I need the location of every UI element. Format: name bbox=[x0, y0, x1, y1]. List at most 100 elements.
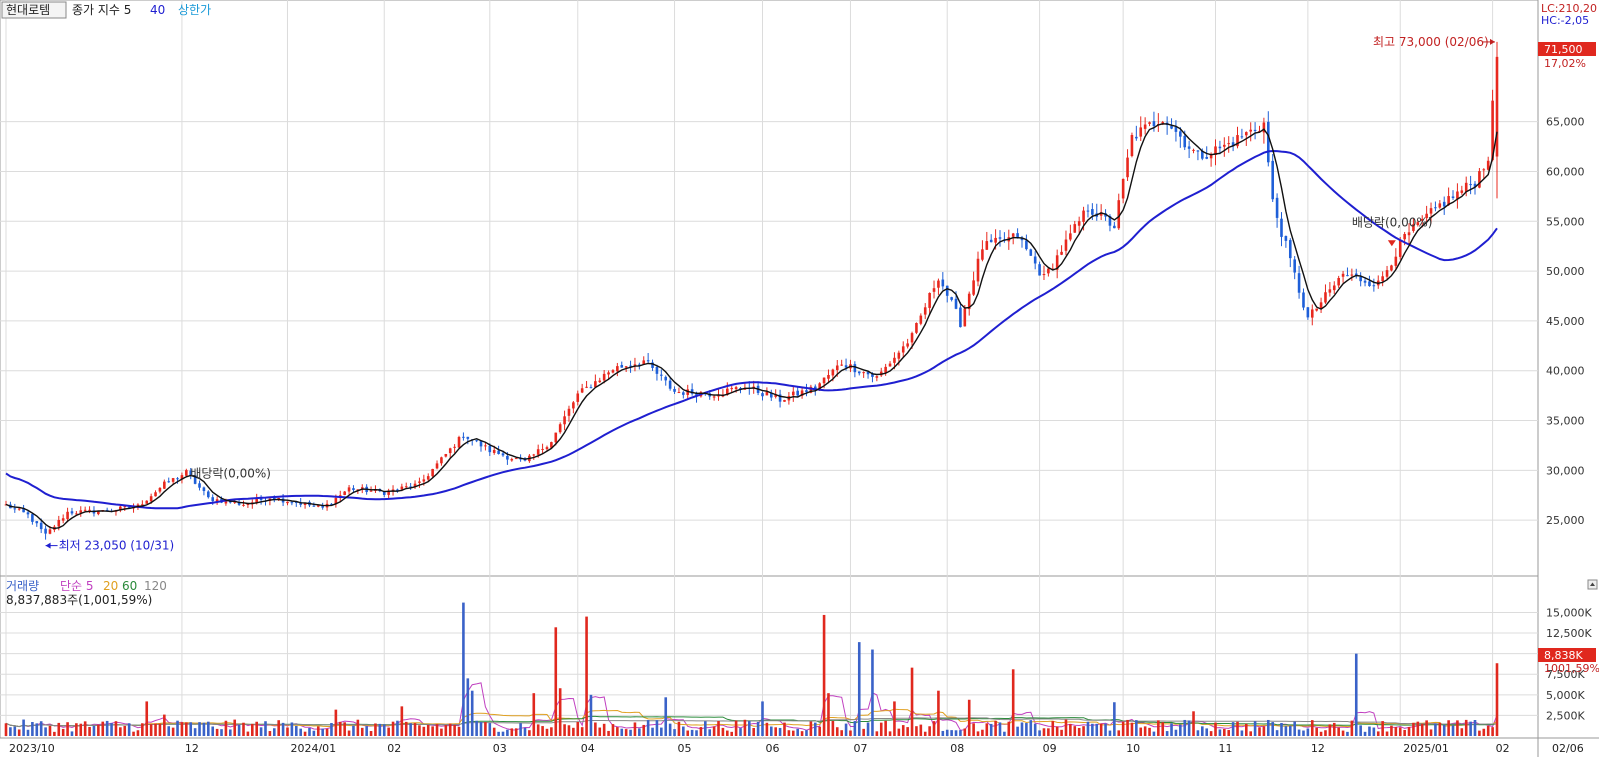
symbol-name: 현대로템 bbox=[6, 3, 50, 17]
candle-body bbox=[1394, 256, 1398, 266]
candle-body bbox=[1135, 136, 1138, 139]
volume-bar bbox=[83, 721, 87, 736]
volume-bar bbox=[835, 727, 839, 736]
volume-bar bbox=[532, 693, 536, 736]
volume-bar bbox=[998, 722, 1002, 736]
volume-bar bbox=[932, 721, 936, 736]
price-tick-label: 35,000 bbox=[1546, 415, 1585, 428]
volume-bar bbox=[1152, 731, 1156, 736]
volume-bar bbox=[409, 723, 412, 736]
candle-body bbox=[1240, 136, 1244, 138]
volume-bar bbox=[163, 714, 166, 736]
volume-bar bbox=[1003, 731, 1006, 736]
volume-bar bbox=[1495, 663, 1499, 736]
candle-body bbox=[690, 389, 694, 394]
volume-bar bbox=[488, 723, 492, 736]
volume-bar bbox=[1310, 720, 1314, 736]
volume-bar bbox=[1227, 730, 1231, 736]
volume-bar bbox=[1157, 720, 1160, 736]
legend-vol-ma120: 120 bbox=[144, 579, 167, 593]
candle-body bbox=[356, 489, 360, 491]
candle-body bbox=[994, 237, 997, 243]
volume-bar bbox=[686, 730, 690, 736]
candle-body bbox=[928, 292, 931, 308]
volume-bar bbox=[1416, 721, 1420, 736]
candle-body bbox=[1130, 135, 1134, 156]
candle-body bbox=[237, 501, 241, 505]
candle-body bbox=[440, 457, 443, 464]
candle-body bbox=[954, 298, 958, 309]
candle-body bbox=[1381, 276, 1384, 282]
volume-bar bbox=[809, 721, 813, 736]
volume-bar bbox=[783, 722, 786, 736]
volume-bar bbox=[1174, 729, 1178, 736]
volume-bar bbox=[365, 726, 368, 736]
volume-bar bbox=[132, 731, 135, 736]
volume-bar bbox=[1429, 729, 1433, 736]
volume-bar bbox=[53, 731, 56, 736]
volume-bar bbox=[1205, 728, 1209, 736]
time-tick-label: 10 bbox=[1126, 742, 1140, 755]
volume-bar bbox=[717, 721, 720, 736]
volume-bar bbox=[800, 731, 804, 736]
volume-bar bbox=[1258, 727, 1261, 736]
candle-body bbox=[1442, 201, 1446, 207]
candle-body bbox=[633, 364, 637, 366]
volume-bar bbox=[1121, 721, 1125, 736]
volume-bar bbox=[875, 731, 879, 736]
candle-body bbox=[682, 392, 685, 395]
volume-bar bbox=[26, 729, 30, 736]
candle-body bbox=[572, 402, 575, 409]
candle-body bbox=[1020, 238, 1024, 241]
candle-body bbox=[1288, 240, 1292, 259]
candle-body bbox=[813, 386, 817, 390]
volume-bar bbox=[1319, 731, 1323, 736]
candle-body bbox=[1262, 122, 1266, 133]
candle-body bbox=[664, 376, 668, 381]
candle-body bbox=[1491, 100, 1494, 161]
volume-bar bbox=[976, 731, 980, 736]
volume-bar bbox=[435, 724, 439, 736]
volume-bar bbox=[915, 726, 918, 736]
candle-body bbox=[695, 393, 698, 397]
candle-body bbox=[1464, 182, 1468, 192]
candle-body bbox=[97, 511, 100, 515]
volume-bar bbox=[1293, 721, 1296, 736]
volume-bar bbox=[497, 731, 500, 736]
candle-body bbox=[171, 478, 175, 482]
time-tick-label: 02 bbox=[387, 742, 401, 755]
candle-body bbox=[1016, 233, 1019, 239]
candle-body bbox=[149, 496, 153, 502]
price-tick-label: 30,000 bbox=[1546, 464, 1585, 477]
volume-bar bbox=[906, 727, 909, 736]
price-tick-label: 60,000 bbox=[1546, 165, 1585, 178]
volume-bar bbox=[136, 730, 140, 736]
candle-body bbox=[1091, 209, 1094, 215]
candle-body bbox=[1473, 183, 1477, 187]
volume-bar bbox=[704, 721, 707, 736]
volume-bar bbox=[1473, 720, 1477, 736]
volume-bar bbox=[1104, 723, 1107, 736]
candle-body bbox=[937, 280, 940, 288]
triangle-down-icon bbox=[1387, 240, 1396, 247]
volume-bar bbox=[624, 729, 628, 736]
candle-body bbox=[1310, 309, 1314, 318]
volume-bar bbox=[453, 724, 456, 736]
volume-bar bbox=[462, 602, 465, 736]
candle-body bbox=[1143, 124, 1147, 129]
candle-body bbox=[17, 508, 21, 510]
symbol-box[interactable] bbox=[1, 1, 67, 19]
candle-body bbox=[857, 371, 861, 374]
volume-bar bbox=[475, 720, 478, 736]
candle-body bbox=[457, 437, 461, 448]
volume-bar bbox=[668, 723, 672, 736]
volume-bar bbox=[1099, 723, 1103, 736]
volume-bar bbox=[554, 627, 558, 736]
candle-body bbox=[730, 388, 734, 390]
legend-vol-ma5: 단순 5 bbox=[60, 579, 94, 593]
candle-body bbox=[352, 488, 355, 490]
candle-body bbox=[13, 508, 17, 510]
candle-body bbox=[1434, 207, 1437, 209]
candle-body bbox=[466, 436, 470, 439]
